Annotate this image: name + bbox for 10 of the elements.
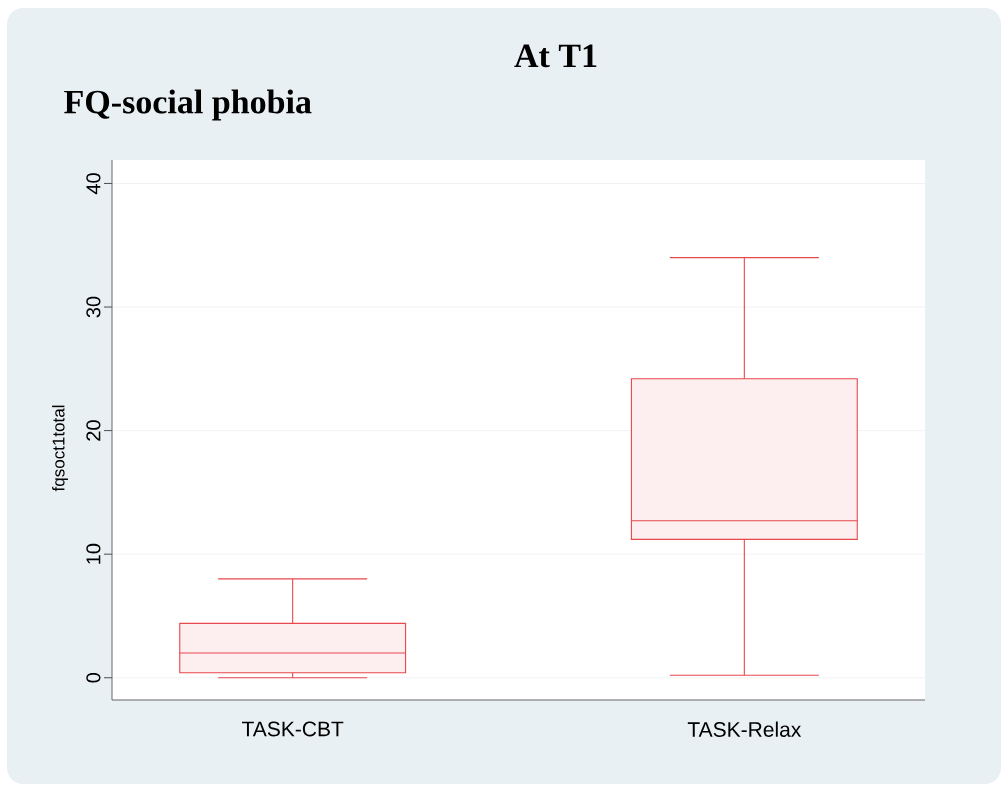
y-tick-label: 10 bbox=[86, 543, 101, 564]
x-tick-label: TASK-Relax bbox=[687, 721, 802, 737]
chart-title: At T1 bbox=[514, 44, 597, 68]
chart-subtitle: FQ-social phobia bbox=[64, 89, 312, 121]
y-tick-label: 40 bbox=[86, 173, 101, 195]
y-tick-label: 30 bbox=[86, 296, 101, 318]
y-tick-label: 0 bbox=[86, 672, 101, 683]
y-axis-title: fqsoct1total bbox=[52, 405, 68, 492]
y-tick-label: 20 bbox=[86, 420, 101, 441]
x-tick-label: TASK-CBT bbox=[242, 721, 344, 737]
